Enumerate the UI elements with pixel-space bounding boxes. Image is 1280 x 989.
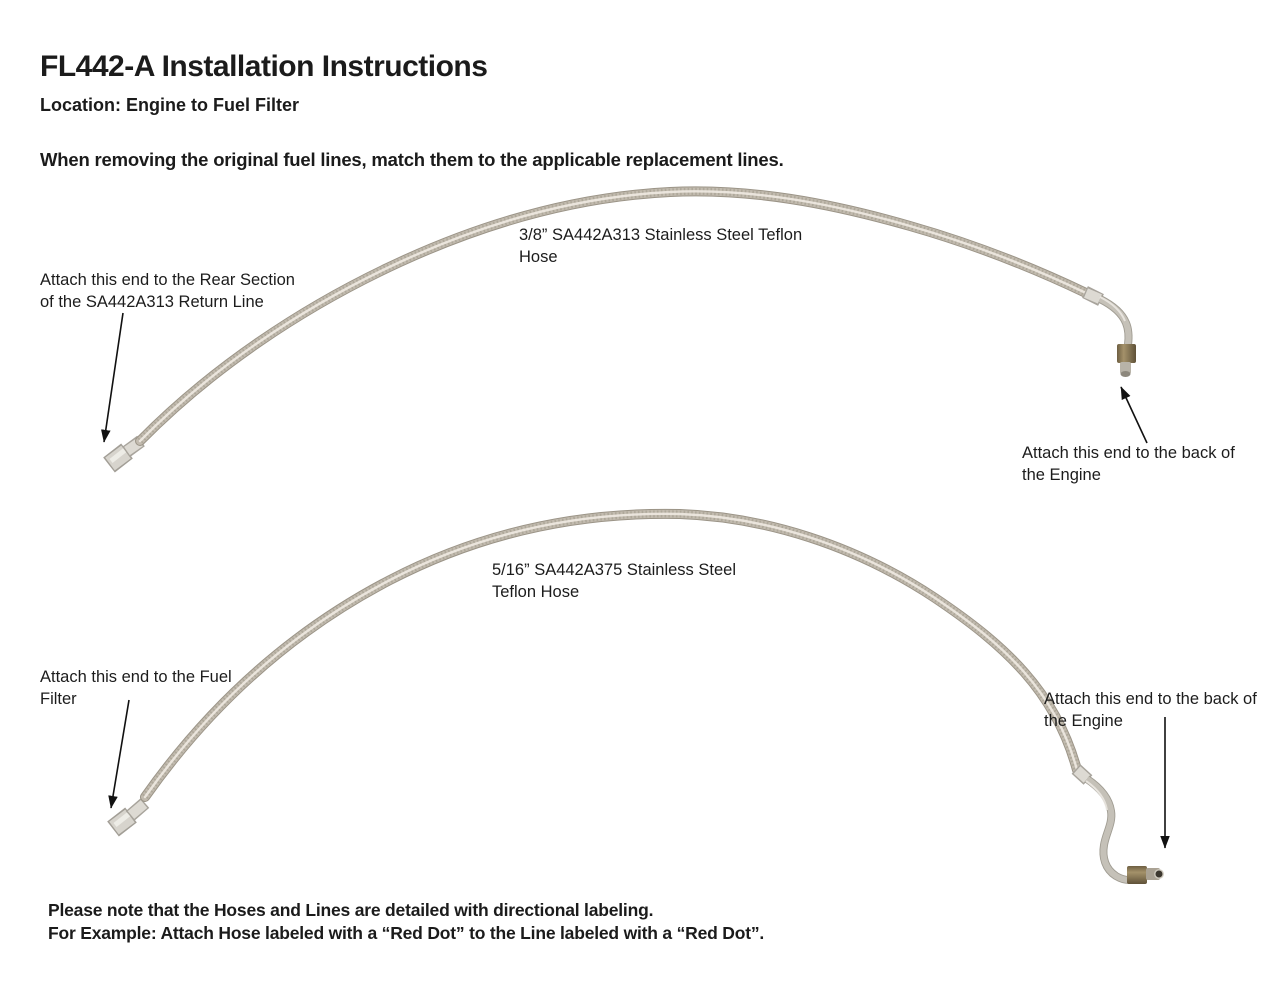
brass-nut	[1127, 866, 1147, 884]
hose-bottom-right-end-label: Attach this end to the back of the Engin…	[1044, 688, 1257, 732]
hose-bottom-right-end-line2: the Engine	[1044, 712, 1123, 730]
note-line2: For Example: Attach Hose labeled with a …	[48, 923, 765, 943]
hose-top-right-fitting	[1082, 286, 1136, 377]
hose-bottom-left-end-label: Attach this end to the Fuel Filter	[40, 666, 232, 710]
hose-bottom-photo	[107, 508, 1164, 884]
hose-top-left-fitting	[103, 435, 145, 473]
hose-top-braid	[135, 186, 1091, 446]
page-title: FL442-A Installation Instructions	[40, 50, 488, 83]
note-line1: Please note that the Hoses and Lines are…	[48, 900, 654, 920]
fitting-opening	[1154, 869, 1164, 879]
hose-bottom-name-line2: Teflon Hose	[492, 583, 580, 601]
intro-instruction: When removing the original fuel lines, m…	[40, 149, 784, 170]
hose-bottom-left-fitting	[107, 798, 150, 837]
hose-bottom-name-line1: 5/16” SA442A375 Stainless Steel	[492, 561, 736, 579]
arrow-top-right	[1120, 386, 1148, 444]
hose-bottom-right-fitting	[1071, 764, 1164, 884]
arrow-top-left	[101, 312, 124, 443]
brass-nut	[1117, 344, 1136, 363]
hose-top-photo	[103, 186, 1136, 473]
fitting-tip	[1120, 362, 1131, 374]
location-subtitle: Location: Engine to Fuel Filter	[40, 95, 299, 115]
directional-labeling-note: Please note that the Hoses and Lines are…	[48, 899, 764, 945]
hose-top-left-end-line2: of the SA442A313 Return Line	[40, 293, 264, 311]
hose-top-left-end-label: Attach this end to the Rear Section of t…	[40, 269, 295, 313]
hose-bottom-right-end-line1: Attach this end to the back of	[1044, 690, 1257, 708]
hose-top-right-end-label: Attach this end to the back of the Engin…	[1022, 442, 1235, 486]
hose-top-left-end-line1: Attach this end to the Rear Section	[40, 271, 295, 289]
hose-bottom-braid	[140, 508, 1082, 802]
hose-bottom-left-end-line1: Attach this end to the Fuel	[40, 668, 232, 686]
hose-bottom-left-end-line2: Filter	[40, 690, 77, 708]
hose-top-name-line2: Hose	[519, 248, 558, 266]
hose-top-right-end-line2: the Engine	[1022, 466, 1101, 484]
hose-top-name-label: 3/8” SA442A313 Stainless Steel Teflon Ho…	[519, 224, 802, 268]
hose-top-right-end-line1: Attach this end to the back of	[1022, 444, 1235, 462]
hose-bottom-name-label: 5/16” SA442A375 Stainless Steel Teflon H…	[492, 559, 736, 603]
hose-top-name-line1: 3/8” SA442A313 Stainless Steel Teflon	[519, 226, 803, 244]
arrow-bottom-left	[108, 699, 130, 809]
